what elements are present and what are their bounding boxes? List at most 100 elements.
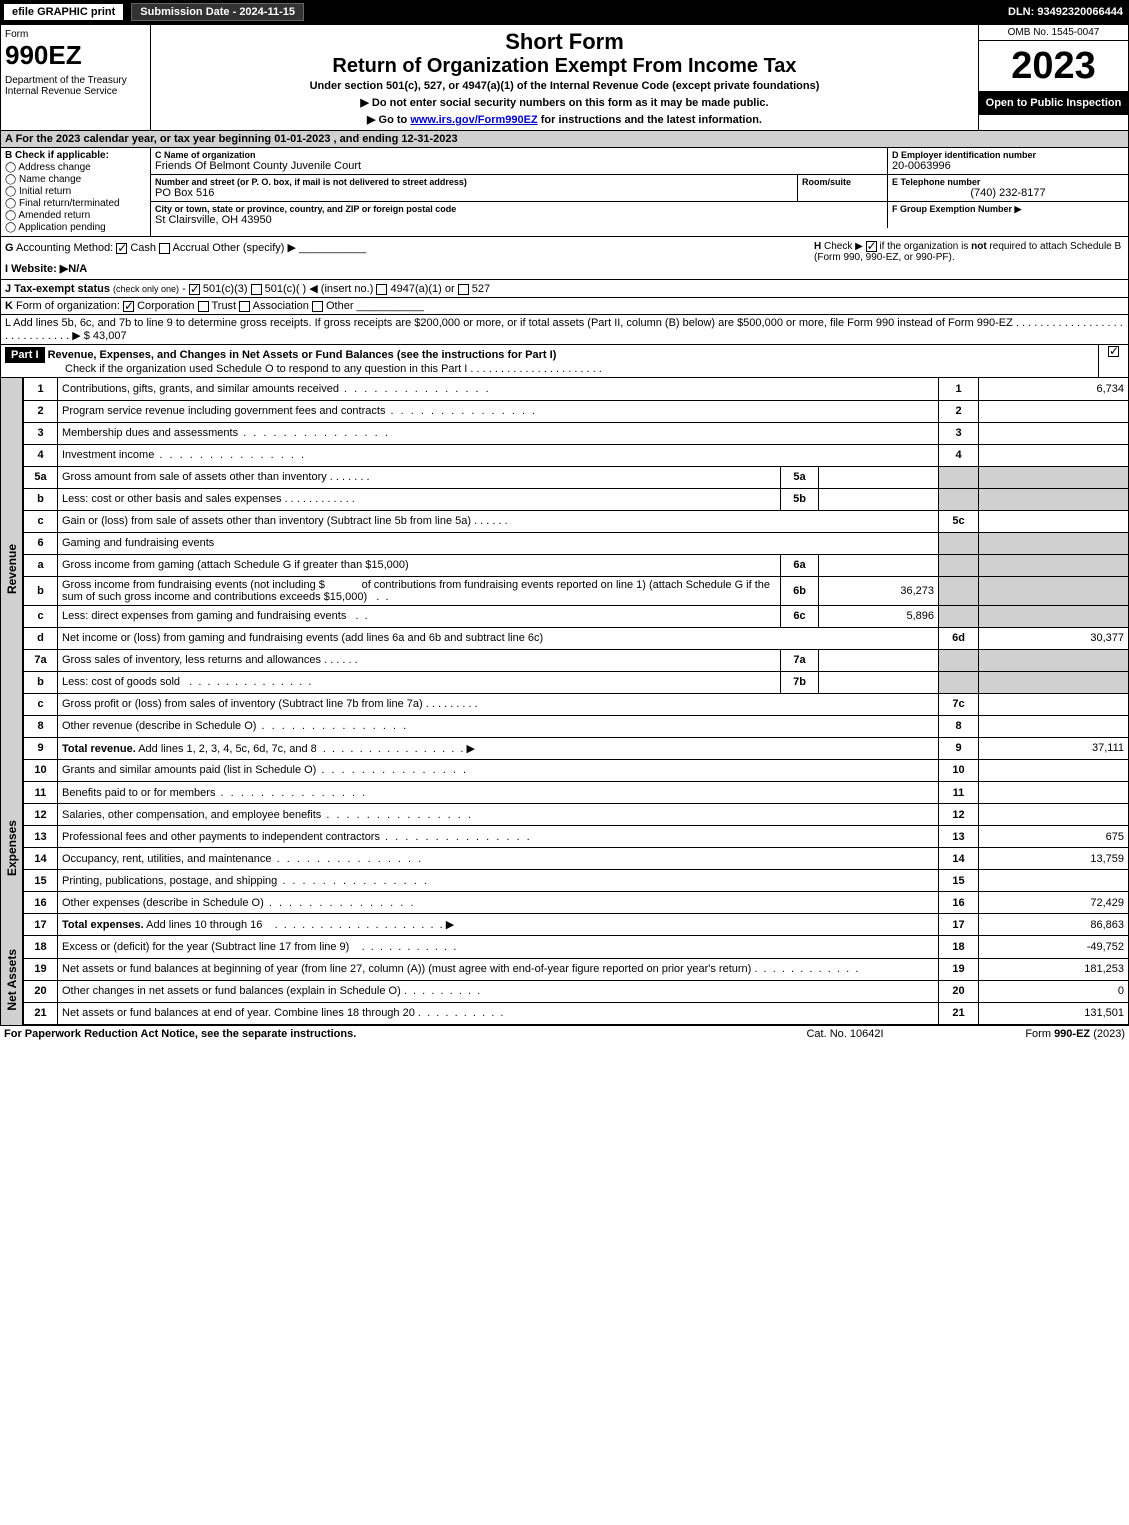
phone-value: (740) 232-8177 [892,187,1124,199]
tax-year: 2023 [979,41,1128,91]
line-5c: cGain or (loss) from sale of assets othe… [24,510,1129,532]
check-address-change[interactable]: ◯ Address change [5,162,146,173]
short-form-title: Short Form [155,29,974,55]
revenue-tab: Revenue [1,378,23,760]
submission-date-button[interactable]: Submission Date - 2024-11-15 [131,3,304,21]
page-footer: For Paperwork Reduction Act Notice, see … [0,1025,1129,1042]
form-title: Return of Organization Exempt From Incom… [155,55,974,78]
ein-value: 20-0063996 [892,160,1124,172]
501c-checkbox[interactable] [251,284,262,295]
irs-link[interactable]: www.irs.gov/Form990EZ [410,114,537,126]
line-7a: 7aGross sales of inventory, less returns… [24,649,1129,671]
paperwork-notice: For Paperwork Reduction Act Notice, see … [4,1028,745,1040]
line-5a: 5aGross amount from sale of assets other… [24,466,1129,488]
net-assets-tab: Net Assets [1,936,23,1025]
expenses-tab: Expenses [1,760,23,937]
form-ref: Form 990-EZ (2023) [945,1028,1125,1040]
line-17: 17Total expenses. Add lines 10 through 1… [24,914,1129,936]
line-6d: dNet income or (loss) from gaming and fu… [24,627,1129,649]
part-I-checkbox[interactable] [1108,346,1119,357]
net-assets-section: Net Assets 18Excess or (deficit) for the… [0,936,1129,1025]
revenue-section: Revenue 1Contributions, gifts, grants, a… [0,378,1129,760]
form-number: 990EZ [5,40,146,71]
section-K: K Form of organization: Corporation Trus… [0,298,1129,315]
line-12: 12Salaries, other compensation, and empl… [24,804,1129,826]
omb-number: OMB No. 1545-0047 [979,25,1128,41]
line-7b: bLess: cost of goods sold . . . . . . . … [24,671,1129,693]
section-J: J Tax-exempt status (check only one) - 5… [0,280,1129,298]
section-B: B Check if applicable: ◯ Address change … [1,148,151,236]
part-I-check-text: Check if the organization used Schedule … [65,363,467,375]
check-application-pending[interactable]: ◯ Application pending [5,222,146,233]
line-16: 16Other expenses (describe in Schedule O… [24,892,1129,914]
trust-checkbox[interactable] [198,301,209,312]
section-H: H Check ▶ if the organization is not req… [814,241,1124,275]
line-14: 14Occupancy, rent, utilities, and mainte… [24,848,1129,870]
city-label: City or town, state or province, country… [155,204,883,214]
top-bar: efile GRAPHIC print Submission Date - 20… [0,0,1129,24]
line-21: 21Net assets or fund balances at end of … [24,1002,1129,1024]
line-6c: cLess: direct expenses from gaming and f… [24,605,1129,627]
other-checkbox[interactable] [312,301,323,312]
form-header: Form 990EZ Department of the Treasury In… [0,24,1129,131]
form-label: Form [5,29,146,40]
street-label: Number and street (or P. O. box, if mail… [155,177,793,187]
line-8: 8Other revenue (describe in Schedule O)8 [24,715,1129,737]
section-A: A For the 2023 calendar year, or tax yea… [0,131,1129,148]
org-name-value: Friends Of Belmont County Juvenile Court [155,160,883,172]
check-amended-return[interactable]: ◯ Amended return [5,210,146,221]
ein-label: D Employer identification number [892,150,1124,160]
line-15: 15Printing, publications, postage, and s… [24,870,1129,892]
line-11: 11Benefits paid to or for members11 [24,782,1129,804]
info-grid: B Check if applicable: ◯ Address change … [0,148,1129,237]
line-2: 2Program service revenue including gover… [24,400,1129,422]
4947-checkbox[interactable] [376,284,387,295]
irs-link-note: ▶ Go to www.irs.gov/Form990EZ for instru… [155,113,974,126]
phone-label: E Telephone number [892,177,1124,187]
501c3-checkbox[interactable] [189,284,200,295]
check-initial-return[interactable]: ◯ Initial return [5,186,146,197]
efile-print-button[interactable]: efile GRAPHIC print [4,4,123,20]
line-18: 18Excess or (deficit) for the year (Subt… [24,936,1129,958]
line-6b: bGross income from fundraising events (n… [24,576,1129,605]
part-I-header: Part I Revenue, Expenses, and Changes in… [0,345,1129,378]
cash-checkbox[interactable] [116,243,127,254]
line-6: 6Gaming and fundraising events [24,532,1129,554]
public-inspection-badge: Open to Public Inspection [979,91,1128,115]
part-I-title: Revenue, Expenses, and Changes in Net As… [48,349,557,361]
line-4: 4Investment income4 [24,444,1129,466]
line-1: 1Contributions, gifts, grants, and simil… [24,378,1129,400]
check-final-return[interactable]: ◯ Final return/terminated [5,198,146,209]
expenses-section: Expenses 10Grants and similar amounts pa… [0,760,1129,937]
line-19: 19Net assets or fund balances at beginni… [24,958,1129,980]
department-label: Department of the Treasury Internal Reve… [5,75,146,97]
accrual-checkbox[interactable] [159,243,170,254]
line-7c: cGross profit or (loss) from sales of in… [24,693,1129,715]
city-value: St Clairsville, OH 43950 [155,214,883,226]
cat-no: Cat. No. 10642I [745,1028,945,1040]
line-13: 13Professional fees and other payments t… [24,826,1129,848]
line-6a: aGross income from gaming (attach Schedu… [24,554,1129,576]
part-I-tag: Part I [5,347,45,363]
association-checkbox[interactable] [239,301,250,312]
section-GHI: G Accounting Method: Cash Accrual Other … [0,237,1129,280]
line-20: 20Other changes in net assets or fund ba… [24,980,1129,1002]
ssn-note: ▶ Do not enter social security numbers o… [155,96,974,109]
org-name-label: C Name of organization [155,150,883,160]
group-exemption-label: F Group Exemption Number ▶ [892,204,1124,215]
line-5b: bLess: cost or other basis and sales exp… [24,488,1129,510]
schedule-b-checkbox[interactable] [866,241,877,252]
street-value: PO Box 516 [155,187,793,199]
check-name-change[interactable]: ◯ Name change [5,174,146,185]
line-10: 10Grants and similar amounts paid (list … [24,760,1129,782]
accounting-method: G Accounting Method: Cash Accrual Other … [5,241,814,254]
website-line: I Website: ▶N/A [5,262,814,275]
line-3: 3Membership dues and assessments3 [24,422,1129,444]
line-9: 9Total revenue. Add lines 1, 2, 3, 4, 5c… [24,737,1129,759]
section-L: L Add lines 5b, 6c, and 7b to line 9 to … [0,315,1129,345]
corporation-checkbox[interactable] [123,301,134,312]
room-label: Room/suite [802,177,883,187]
dln-label: DLN: 93492320066444 [1008,6,1129,18]
527-checkbox[interactable] [458,284,469,295]
form-subtitle: Under section 501(c), 527, or 4947(a)(1)… [155,80,974,92]
